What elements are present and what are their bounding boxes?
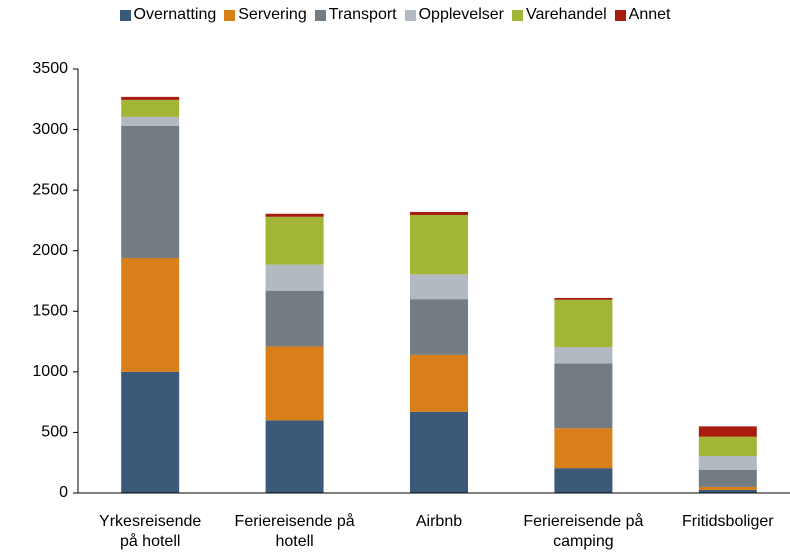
legend-label: Transport bbox=[328, 6, 397, 23]
legend-swatch bbox=[119, 9, 131, 21]
bar-segment bbox=[121, 257, 180, 372]
bar-segment bbox=[265, 264, 324, 291]
bar-segment bbox=[410, 411, 468, 493]
bar-segment bbox=[698, 426, 757, 437]
bar-segment bbox=[410, 354, 468, 412]
legend-label: Annet bbox=[628, 6, 671, 23]
y-tick-label: 1500 bbox=[32, 303, 68, 320]
legend-label: Servering bbox=[238, 6, 307, 23]
bar-segment bbox=[121, 125, 180, 258]
bar-segment bbox=[698, 456, 757, 470]
legend-swatch bbox=[511, 9, 523, 21]
y-tick-label: 2500 bbox=[32, 181, 68, 198]
legend-swatch bbox=[224, 9, 236, 21]
bar-segment bbox=[121, 116, 180, 126]
legend-label: Overnatting bbox=[133, 6, 217, 23]
bar-segment bbox=[265, 290, 324, 347]
bar-segment bbox=[698, 489, 757, 493]
y-tick-label: 2000 bbox=[32, 242, 68, 259]
y-tick-label: 0 bbox=[59, 484, 68, 501]
legend-item: Annet bbox=[614, 6, 671, 24]
x-tick-label: Airbnb bbox=[415, 513, 463, 530]
bar-segment bbox=[698, 436, 757, 457]
bar-segment bbox=[410, 211, 468, 215]
bar-segment bbox=[121, 99, 180, 117]
x-tick-label: Yrkesreisende på hotell bbox=[99, 513, 202, 550]
bar-segment bbox=[554, 347, 613, 364]
bar-segment bbox=[554, 468, 613, 493]
legend-item: Transport bbox=[314, 6, 397, 24]
bar-segment bbox=[698, 486, 757, 490]
x-tick-label: Fritidsboliger bbox=[682, 513, 774, 530]
bar-segment bbox=[698, 469, 757, 487]
legend-label: Varehandel bbox=[525, 6, 607, 23]
legend-item: Overnatting bbox=[119, 6, 217, 24]
bar-segment bbox=[554, 299, 613, 348]
x-tick-label: Feriereisende på hotell bbox=[234, 513, 355, 550]
bar-segment bbox=[121, 96, 180, 100]
legend-item: Opplevelser bbox=[404, 6, 504, 24]
bar-segment bbox=[410, 299, 468, 355]
y-tick-label: 1000 bbox=[32, 363, 68, 380]
bar-segment bbox=[554, 363, 613, 429]
legend-item: Varehandel bbox=[511, 6, 607, 24]
legend-swatch bbox=[614, 9, 626, 21]
bar-segment bbox=[410, 274, 468, 300]
legend-label: Opplevelser bbox=[418, 6, 504, 23]
bar-segment bbox=[554, 297, 613, 300]
y-tick-label: 3000 bbox=[32, 121, 68, 138]
y-tick-label: 500 bbox=[41, 424, 68, 441]
x-tick-label: Feriereisende på camping bbox=[523, 513, 644, 550]
bar-segment bbox=[554, 428, 613, 469]
legend-swatch bbox=[314, 9, 326, 21]
y-tick-label: 3500 bbox=[32, 60, 68, 77]
legend-swatch bbox=[404, 9, 416, 21]
bar-segment bbox=[265, 346, 324, 421]
bar-segment bbox=[121, 371, 180, 493]
bar-segment bbox=[410, 214, 468, 275]
bar-segment bbox=[265, 216, 324, 265]
legend: Overnatting Servering Transport Opplevelser… bbox=[0, 6, 790, 24]
bar-segment bbox=[265, 420, 324, 493]
legend-item: Servering bbox=[224, 6, 307, 24]
bar-segment bbox=[265, 213, 324, 217]
